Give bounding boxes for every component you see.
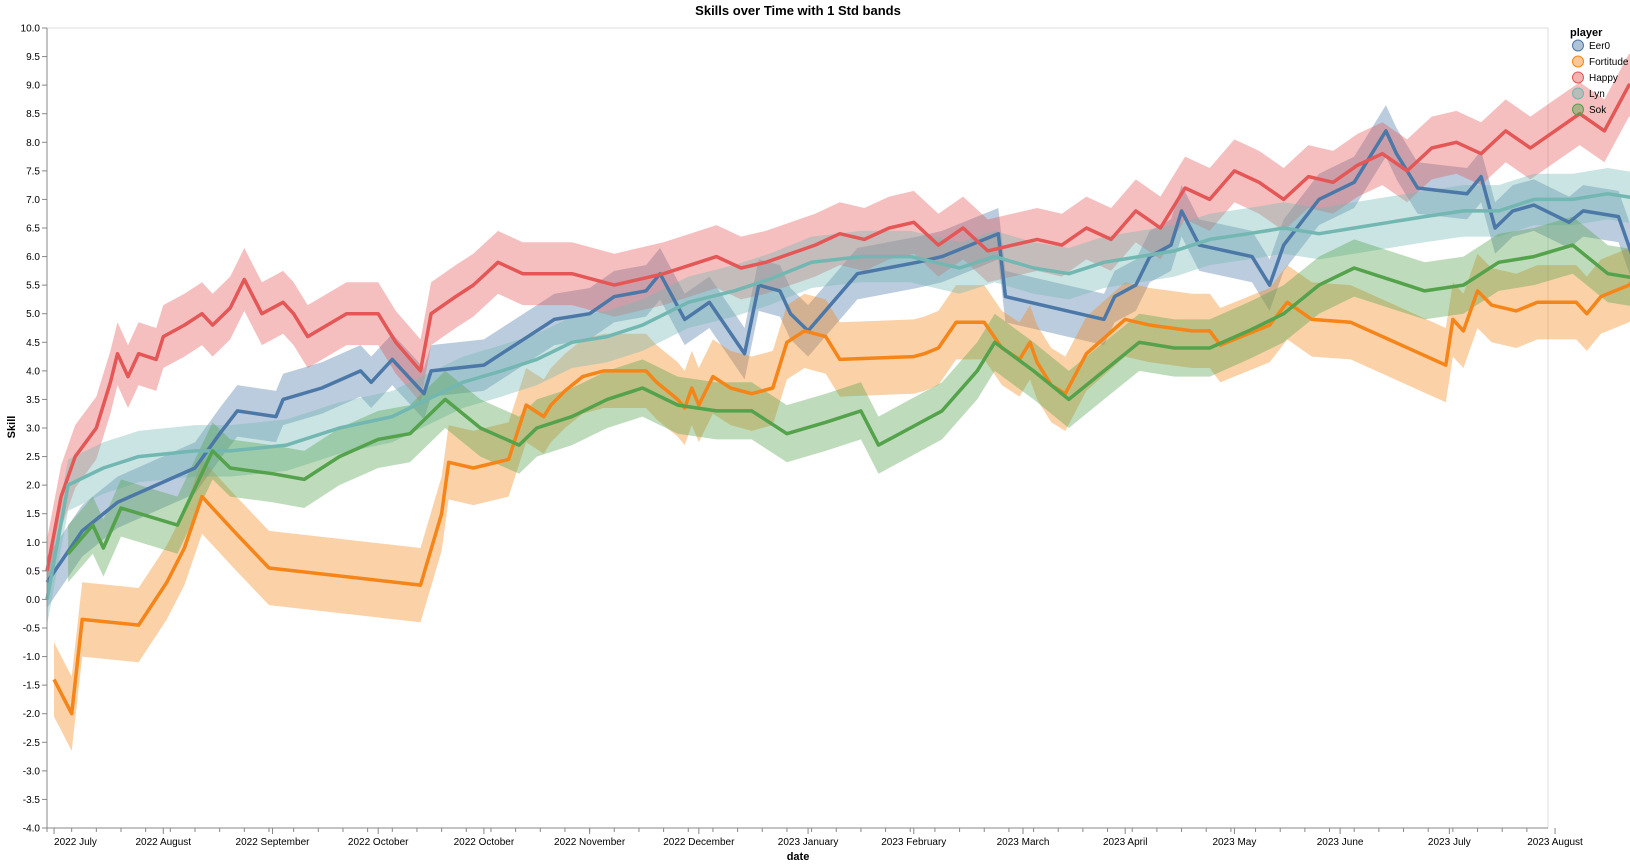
y-tick-label: -3.5 [23, 795, 41, 806]
legend-label-lyn: Lyn [1589, 89, 1605, 100]
x-tick-label: 2023 April [1103, 837, 1147, 848]
y-tick-label: 1.5 [26, 509, 40, 520]
x-tick-label: 2023 February [881, 837, 946, 848]
x-tick-label: 2023 March [997, 837, 1050, 848]
band-happy [47, 53, 1630, 603]
y-tick-label: 8.0 [26, 138, 40, 149]
x-tick-label: 2023 May [1212, 837, 1256, 848]
y-tick-label: 6.0 [26, 252, 40, 263]
y-tick-label: 9.5 [26, 52, 40, 63]
plot-area [45, 27, 1630, 829]
legend-swatch-sok [1572, 103, 1584, 116]
line-fortitude [52, 281, 1630, 716]
x-tick-label: 2022 October [348, 837, 409, 848]
y-tick-label: 3.0 [26, 424, 40, 435]
x-axis: 2022 July 2022 August 2022 September 2022 O… [46, 827, 1583, 848]
band-fortitude [54, 246, 1630, 751]
line-happy [45, 83, 1630, 572]
y-axis: -4.0 -3.5 -3.0 -2.5 -2.0 -1.5 -1.0 -0.5 0.0 0.5 1.… [21, 24, 48, 835]
y-tick-label: 2.5 [26, 452, 40, 463]
x-tick-label: 2022 September [236, 837, 311, 848]
y-tick-label: 1.0 [26, 538, 40, 549]
band-eer0 [47, 105, 1630, 608]
legend-swatch-lyn [1572, 87, 1584, 100]
y-axis-title: Skill [6, 416, 18, 439]
y-tick-label: 0.5 [26, 566, 40, 577]
line-sok [66, 243, 1630, 555]
y-tick-label: 7.5 [26, 166, 40, 177]
y-tick-label: 5.0 [26, 309, 40, 320]
y-tick-label: -2.5 [23, 738, 41, 749]
y-tick-label: 10.0 [21, 24, 41, 35]
y-tick-label: 5.5 [26, 281, 40, 292]
line-eer0 [45, 129, 1630, 584]
x-tick-label: 2023 June [1317, 837, 1364, 848]
y-tick-label: -1.0 [23, 652, 41, 663]
x-tick-label: 2023 August [1527, 837, 1583, 848]
y-tick-label: 7.0 [26, 195, 40, 206]
y-tick-label: 9.0 [26, 81, 40, 92]
legend-swatch-eer0 [1572, 39, 1584, 52]
line-lyn [45, 191, 1630, 600]
band-sok [68, 216, 1630, 583]
x-tick-label: 2023 July [1428, 837, 1471, 848]
y-tick-label: 8.5 [26, 109, 40, 120]
y-tick-label: 6.5 [26, 224, 40, 235]
x-tick-label: 2023 January [778, 837, 839, 848]
x-axis-title: date [787, 851, 810, 863]
y-tick-label: 4.5 [26, 338, 40, 349]
legend: player Eer0 Fortitude Happy Lyn Sok [1570, 27, 1629, 116]
legend-label-happy: Happy [1589, 73, 1618, 84]
x-tick-label: 2022 July [54, 837, 97, 848]
chart-title: Skills over Time with 1 Std bands [695, 3, 901, 18]
y-tick-label: 3.5 [26, 395, 40, 406]
legend-title: player [1570, 27, 1603, 39]
legend-swatch-fortitude [1572, 55, 1584, 68]
x-tick-label: 2022 October [454, 837, 515, 848]
legend-label-sok: Sok [1589, 105, 1607, 116]
x-tick-label: 2022 August [135, 837, 191, 848]
y-tick-label: 0.0 [26, 595, 40, 606]
y-tick-label: -3.0 [23, 766, 41, 777]
y-tick-label: -2.0 [23, 709, 41, 720]
legend-swatch-happy [1572, 71, 1584, 84]
y-tick-label: -1.5 [23, 681, 41, 692]
x-tick-label: 2022 November [554, 837, 626, 848]
legend-label-eer0: Eer0 [1589, 41, 1611, 52]
y-tick-label: -0.5 [23, 624, 41, 635]
legend-label-fortitude: Fortitude [1589, 57, 1629, 68]
y-tick-label: 4.0 [26, 366, 40, 377]
x-tick-label: 2022 December [663, 837, 735, 848]
y-tick-label: 2.0 [26, 481, 40, 492]
y-tick-label: -4.0 [23, 824, 41, 835]
